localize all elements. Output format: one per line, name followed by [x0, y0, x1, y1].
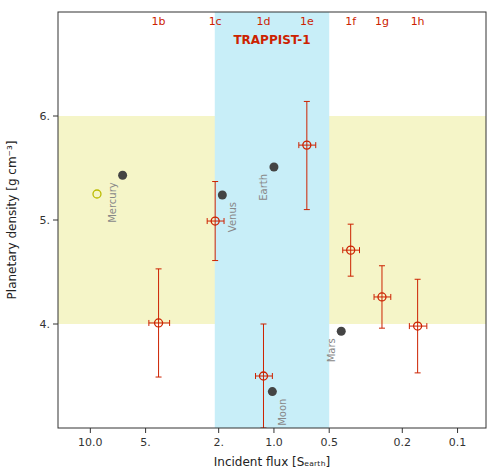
- point: [414, 322, 422, 330]
- y-error-bar: [415, 279, 421, 373]
- y-tick-label: 5.: [40, 214, 51, 227]
- planet-label: 1c: [209, 15, 222, 28]
- point: [93, 190, 101, 198]
- x-tick-label: 0.1: [449, 436, 467, 449]
- x-tick-label: 10.0: [78, 436, 103, 449]
- y-error-bar: [348, 224, 354, 276]
- point: [218, 191, 227, 200]
- x-tick: [145, 428, 146, 433]
- point: [211, 217, 219, 225]
- x-tick: [273, 428, 274, 433]
- point-label: Mercury: [107, 182, 118, 223]
- planet-label: 1h: [411, 15, 425, 28]
- x-tick: [329, 428, 330, 433]
- axes: 10.0 5. 2. 1.0 0.5 0.2 0.1 4. 5. 6. Incident flux …: [5, 110, 466, 469]
- x-tick-label: 1.0: [265, 436, 283, 449]
- x-tick-label: 0.2: [394, 436, 412, 449]
- planet-label: 1g: [375, 15, 389, 28]
- y-tick-label: 6.: [40, 110, 51, 123]
- series: [93, 190, 101, 198]
- point: [118, 171, 127, 180]
- shaded-band: [215, 12, 329, 428]
- y-tick: [53, 220, 58, 221]
- y-error-bar: [304, 101, 310, 209]
- point: [378, 293, 386, 301]
- planet-label: 1f: [345, 15, 357, 28]
- point: [347, 246, 355, 254]
- planet-label: 1d: [257, 15, 271, 28]
- x-tick-label: 2.: [213, 436, 224, 449]
- series: [118, 162, 346, 396]
- point: [269, 162, 278, 171]
- x-axis-label: Incident flux [Sₑₐᵣₜₕ]: [214, 455, 330, 469]
- x-tick: [402, 428, 403, 433]
- point: [259, 372, 267, 380]
- point: [337, 327, 346, 336]
- series: [149, 101, 427, 428]
- y-error-bar: [379, 266, 385, 328]
- point: [303, 141, 311, 149]
- planet-label: 1b: [152, 15, 166, 28]
- y-axis-label: Planetary density [g cm⁻³]: [5, 141, 19, 300]
- chart: Mercury Venus Earth Moon Mars 1b 1c 1d 1e 1f 1g 1h T…: [0, 0, 500, 476]
- point-label: Mars: [326, 338, 337, 362]
- title: TRAPPIST-1: [233, 33, 310, 47]
- x-error-bar: [149, 320, 170, 326]
- x-tick-label: 0.5: [320, 436, 338, 449]
- x-tick: [457, 428, 458, 433]
- point-label: Moon: [277, 399, 288, 426]
- plot-background: [58, 12, 486, 428]
- x-tick-label: 5.: [140, 436, 151, 449]
- y-error-bar: [212, 182, 218, 261]
- annotations: Mercury Venus Earth Moon Mars 1b 1c 1d 1e 1f 1g 1h T…: [107, 15, 425, 426]
- y-tick-label: 4.: [40, 318, 51, 331]
- plot-frame: [58, 12, 486, 428]
- y-tick: [53, 324, 58, 325]
- y-error-bar: [156, 269, 162, 377]
- y-tick: [53, 116, 58, 117]
- x-tick: [90, 428, 91, 433]
- point-label: Earth: [258, 174, 269, 201]
- point: [155, 319, 163, 327]
- plot-area: [58, 12, 486, 428]
- point: [268, 387, 277, 396]
- x-tick: [218, 428, 219, 433]
- point-label: Venus: [227, 202, 238, 232]
- y-error-bar: [260, 324, 266, 428]
- planet-label: 1e: [300, 15, 314, 28]
